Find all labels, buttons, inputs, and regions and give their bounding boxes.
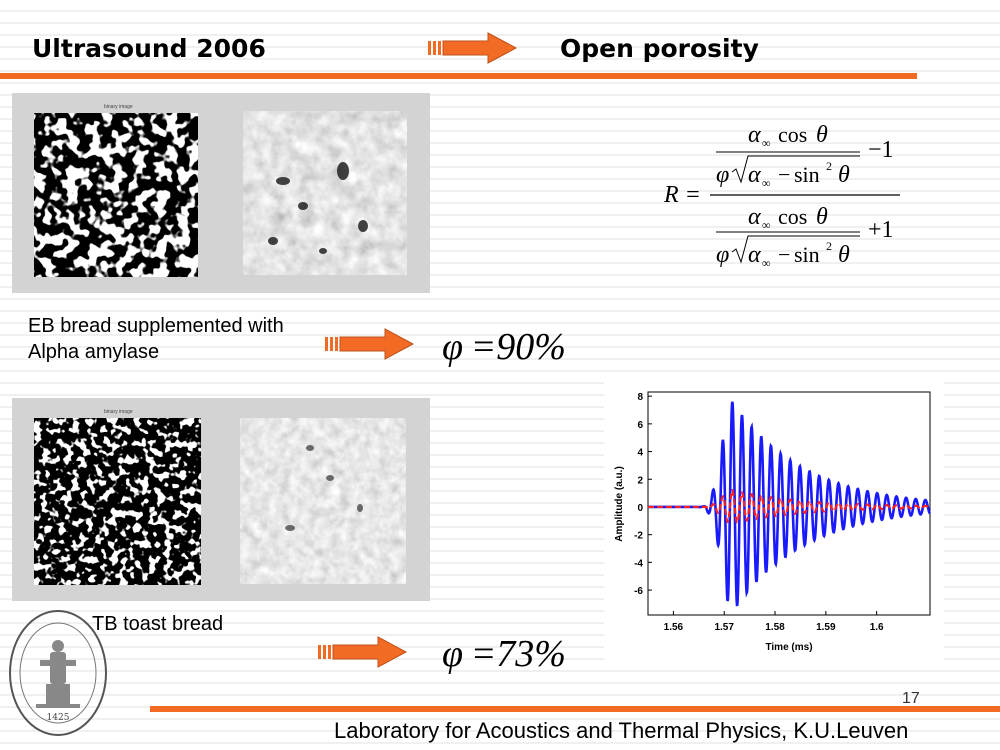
slide-title-left: Ultrasound 2006 bbox=[32, 34, 266, 63]
y-tick-label: 0 bbox=[637, 503, 643, 514]
svg-text:φ: φ bbox=[716, 162, 729, 188]
y-tick-label: 2 bbox=[637, 475, 643, 486]
x-axis-label: Time (ms) bbox=[765, 642, 812, 653]
eb-bread-label-line1: EB bread supplemented with bbox=[28, 315, 284, 337]
svg-text:θ: θ bbox=[816, 122, 828, 148]
y-tick-label: 4 bbox=[637, 448, 643, 459]
bottom-image-panel: binary image bbox=[12, 398, 430, 601]
svg-text:cos: cos bbox=[778, 122, 807, 147]
formula-minus-one: −1 bbox=[868, 137, 894, 163]
y-tick-label: -4 bbox=[634, 558, 643, 569]
svg-text:φ: φ bbox=[716, 242, 729, 268]
eb-bread-label: EB bread supplemented with Alpha amylase bbox=[28, 313, 284, 365]
right-arrow-icon bbox=[325, 328, 415, 360]
svg-text:∞: ∞ bbox=[762, 256, 771, 270]
grayscale-image-tb bbox=[240, 418, 406, 584]
top-image-panel: binary image bbox=[12, 93, 430, 293]
x-tick-label: 1.59 bbox=[816, 622, 836, 633]
svg-text:−: − bbox=[778, 162, 790, 187]
eb-bread-label-line2: Alpha amylase bbox=[28, 341, 160, 363]
svg-text:sin: sin bbox=[794, 162, 820, 187]
svg-text:−: − bbox=[778, 242, 790, 267]
binary-image-eb bbox=[34, 113, 198, 277]
reflection-formula: R = α ∞ cos θ φ α ∞ − sin 2 θ −1 α ∞ cos… bbox=[663, 122, 900, 270]
formula-lhs: R = bbox=[663, 182, 701, 208]
y-axis-label: Amplitude (a.u.) bbox=[614, 466, 625, 542]
slide-title-right: Open porosity bbox=[560, 34, 759, 63]
svg-text:α: α bbox=[748, 242, 761, 268]
svg-text:cos: cos bbox=[778, 204, 807, 229]
series-line-1 bbox=[648, 488, 931, 524]
y-tick-label: -2 bbox=[634, 531, 643, 542]
svg-text:sin: sin bbox=[794, 242, 820, 267]
y-tick-label: 8 bbox=[637, 392, 643, 403]
porosity-eb: φ =90% bbox=[442, 326, 566, 368]
tb-bread-label: TB toast bread bbox=[92, 613, 224, 635]
svg-text:θ: θ bbox=[838, 242, 850, 268]
binary-image-tb bbox=[34, 418, 201, 585]
university-seal-logo: 1425 bbox=[9, 610, 107, 736]
x-tick-label: 1.56 bbox=[664, 622, 684, 633]
svg-text:2: 2 bbox=[826, 159, 832, 173]
seal-year: 1425 bbox=[47, 713, 70, 723]
right-arrow-icon bbox=[428, 32, 518, 64]
svg-text:∞: ∞ bbox=[762, 218, 771, 232]
x-tick-label: 1.6 bbox=[870, 622, 884, 633]
y-tick-label: 6 bbox=[637, 420, 643, 431]
page-number: 17 bbox=[902, 690, 920, 707]
footer-text: Laboratory for Acoustics and Thermal Phy… bbox=[334, 718, 909, 743]
x-tick-label: 1.58 bbox=[765, 622, 785, 633]
porosity-tb: φ =73% bbox=[442, 633, 566, 675]
svg-text:θ: θ bbox=[838, 162, 850, 188]
svg-text:α: α bbox=[748, 122, 761, 148]
y-tick-label: -6 bbox=[634, 586, 643, 597]
porosity-eb-value: =90% bbox=[470, 326, 566, 368]
svg-text:∞: ∞ bbox=[762, 136, 771, 150]
formula-plus-one: +1 bbox=[868, 217, 894, 243]
porosity-tb-value: =73% bbox=[470, 633, 566, 675]
grayscale-image-eb bbox=[243, 111, 407, 275]
x-tick-label: 1.57 bbox=[714, 622, 734, 633]
header-divider bbox=[0, 73, 917, 79]
binary-image-caption: binary image bbox=[104, 104, 133, 110]
svg-text:α: α bbox=[748, 162, 761, 188]
svg-text:α: α bbox=[748, 204, 761, 230]
svg-text:2: 2 bbox=[826, 239, 832, 253]
amplitude-chart: 1.56 1.57 1.58 1.59 1.6 8 6 4 2 0 -2 -4 -6 Time (ms)… bbox=[604, 380, 944, 660]
svg-text:∞: ∞ bbox=[762, 176, 771, 190]
svg-text:θ: θ bbox=[816, 204, 828, 230]
right-arrow-icon bbox=[318, 636, 408, 668]
footer-divider bbox=[150, 706, 1000, 712]
binary-image-caption: binary image bbox=[104, 409, 133, 415]
